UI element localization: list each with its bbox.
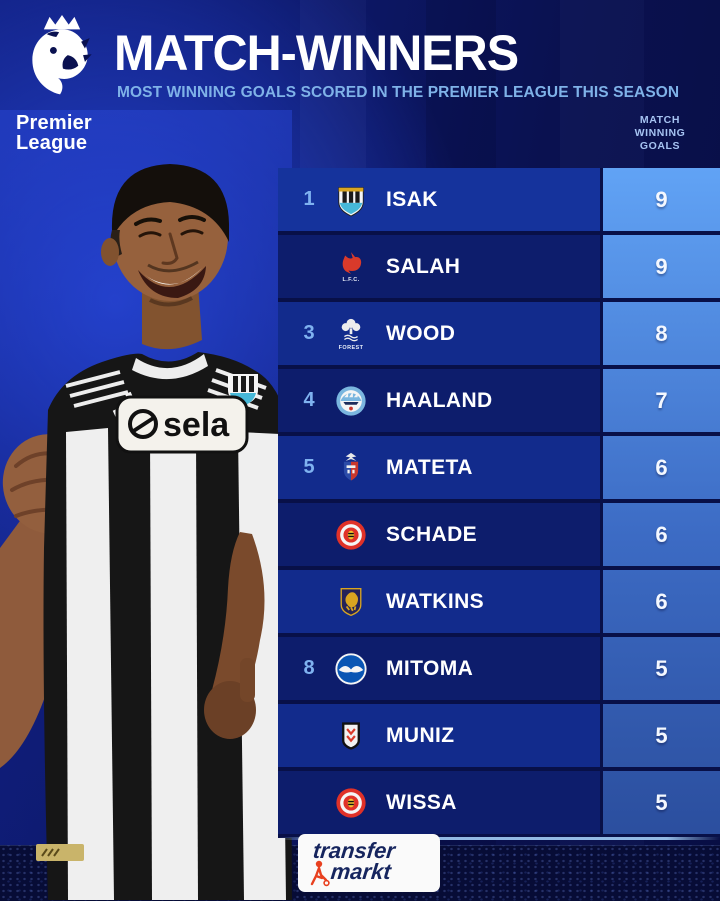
- goals-value: 9: [655, 186, 668, 212]
- goals-cell: 6: [600, 570, 720, 633]
- ranking-table: MATCH WINNING GOALS 1 ISAK 9 L.F.C. SALA…: [278, 114, 720, 842]
- goals-column-background: [600, 168, 720, 838]
- liverpool-badge-icon: L.F.C.: [328, 250, 374, 283]
- player-name: MUNIZ: [386, 723, 455, 747]
- goals-cell: 5: [600, 637, 720, 700]
- table-row: 1 ISAK 9: [278, 168, 720, 235]
- rank-label: 5: [303, 456, 315, 478]
- table-row: 4 HAALAND 7: [278, 369, 720, 436]
- goals-header-line2: WINNING: [634, 127, 686, 139]
- player-thumb-up-hand: [204, 532, 265, 739]
- goals-value: 5: [655, 789, 668, 815]
- table-underline-glow: [278, 837, 720, 840]
- player-cell: WATKINS: [278, 570, 600, 633]
- player-name: HAALAND: [386, 388, 493, 412]
- player-cell: 1 ISAK: [278, 168, 600, 231]
- newcastle-united-badge-icon: [328, 183, 374, 217]
- player-cell: MUNIZ: [278, 704, 600, 767]
- player-cell: 3 FOREST WOOD: [278, 302, 600, 365]
- player-name: ISAK: [386, 187, 438, 211]
- goals-value: 7: [655, 387, 668, 413]
- rank-label: 1: [303, 188, 315, 210]
- kit-tag: [36, 844, 84, 861]
- badge-caption: FOREST: [338, 345, 364, 351]
- player-cell: 5 MATETA: [278, 436, 600, 499]
- player-name: SALAH: [386, 254, 461, 278]
- player-cell: SCHADE: [278, 503, 600, 566]
- player-cell: WISSA: [278, 771, 600, 834]
- player-name: MITOMA: [386, 656, 474, 680]
- premier-league-wordmark-line2: League: [16, 132, 88, 154]
- fulham-badge-icon: [328, 720, 374, 752]
- brentford-badge-icon: [328, 786, 374, 820]
- goals-value: 5: [655, 722, 668, 748]
- goals-value: 9: [655, 253, 668, 279]
- goals-cell: 5: [600, 704, 720, 767]
- rank-label: 8: [303, 657, 315, 679]
- goals-cell: 9: [600, 168, 720, 231]
- goals-cell: 6: [600, 503, 720, 566]
- premier-league-lion-icon: [32, 15, 92, 95]
- table-row: 5 MATETA 6: [278, 436, 720, 503]
- player-cell: 8 MITOMA: [278, 637, 600, 700]
- goals-header-line3: GOALS: [639, 140, 681, 152]
- goals-cell: 9: [600, 235, 720, 298]
- player-name: WATKINS: [386, 589, 485, 613]
- table-row: MUNIZ 5: [278, 704, 720, 771]
- transfermarkt-word1: transfer: [311, 838, 397, 863]
- player-jersey: sela: [36, 352, 292, 900]
- table-row: 3 FOREST WOOD 8: [278, 302, 720, 369]
- table-row: WATKINS 6: [278, 570, 720, 637]
- rank-label: 4: [303, 389, 315, 411]
- transfermarkt-logo: transfer markt: [298, 834, 440, 892]
- player-cell: 4 HAALAND: [278, 369, 600, 432]
- rank-label: 3: [303, 322, 315, 344]
- goals-cell: 7: [600, 369, 720, 432]
- sela-sponsor-patch: sela: [115, 395, 249, 454]
- table-row: L.F.C. SALAH 9: [278, 235, 720, 302]
- table-row: WISSA 5: [278, 771, 720, 838]
- nottingham-forest-badge-icon: FOREST: [328, 316, 374, 351]
- goals-column-header: MATCH WINNING GOALS: [600, 114, 720, 153]
- transfermarkt-word2: markt: [329, 859, 393, 884]
- premier-league-wordmark-line1: Premier: [16, 112, 92, 134]
- player-cell: L.F.C. SALAH: [278, 235, 600, 298]
- brighton-badge-icon: [328, 652, 374, 686]
- premier-league-logo: Premier League: [16, 12, 108, 153]
- table-row: 8 MITOMA 5: [278, 637, 720, 704]
- goals-value: 6: [655, 454, 668, 480]
- goals-cell: 8: [600, 302, 720, 365]
- goals-value: 8: [655, 320, 668, 346]
- page-subtitle: MOST WINNING GOALS SCORED IN THE PREMIER…: [117, 84, 680, 101]
- goals-value: 6: [655, 521, 668, 547]
- isak-photo: sela: [0, 164, 292, 900]
- player-name: WISSA: [386, 790, 457, 814]
- player-name: WOOD: [386, 321, 456, 345]
- goals-cell: 5: [600, 771, 720, 834]
- crystal-palace-badge-icon: [328, 451, 374, 485]
- table-row: SCHADE 6: [278, 503, 720, 570]
- player-name: SCHADE: [386, 522, 478, 546]
- badge-caption: L.F.C.: [342, 277, 360, 283]
- goals-value: 5: [655, 655, 668, 681]
- player-head: [101, 164, 229, 350]
- player-name: MATETA: [386, 455, 473, 479]
- goals-cell: 6: [600, 436, 720, 499]
- transfermarkt-player-icon: [310, 860, 330, 887]
- goals-header-line1: MATCH: [639, 114, 681, 126]
- aston-villa-badge-icon: [328, 585, 374, 619]
- manchester-city-badge-icon: [328, 384, 374, 418]
- sela-sponsor-text: sela: [163, 406, 230, 444]
- goals-value: 6: [655, 588, 668, 614]
- brentford-badge-icon: [328, 518, 374, 552]
- page-title: MATCH-WINNERS: [114, 25, 519, 81]
